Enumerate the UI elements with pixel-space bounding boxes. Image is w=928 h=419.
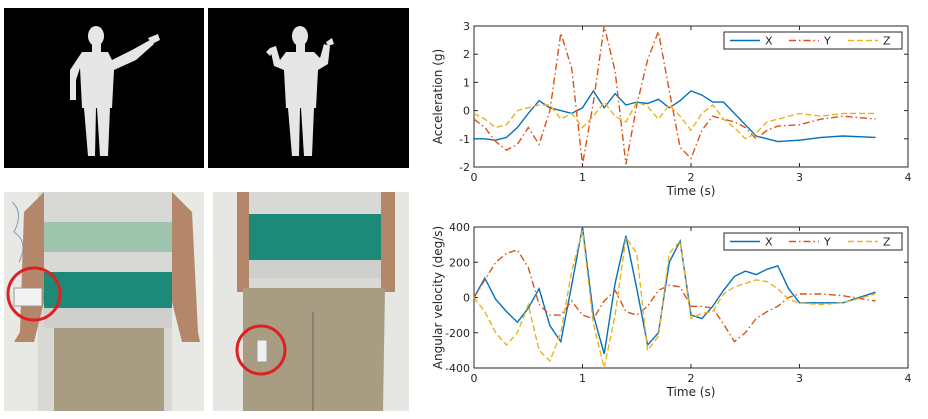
- plot-2-ytick-label: -200: [445, 327, 470, 340]
- plot-2-xtick-label: 1: [579, 372, 586, 385]
- depth-silhouette-both-hands-up: [208, 8, 409, 168]
- plot-1-series-y: [473, 25, 876, 165]
- thigh-photo-illustration: [213, 192, 409, 411]
- plot-2-xlabel: Time (s): [666, 385, 716, 399]
- photo-thigh-sensor: [213, 192, 409, 411]
- imu-plots: 0 1 2 3 4 -2 -1 0 1 2 3 Time (s) Acceleration (g) X Y Z…: [414, 0, 928, 419]
- wrist-sensor-highlight-circle: [6, 266, 62, 322]
- plot-2-xtick-label: 0: [471, 372, 478, 385]
- plot-1-series-x: [474, 89, 876, 143]
- plot-2-legend-label-x: X: [765, 236, 773, 249]
- plot-2-ytick-label: 200: [449, 256, 470, 269]
- plot-2-legend: [723, 232, 903, 251]
- plot-1-ytick-label: -2: [459, 161, 470, 174]
- wrist-photo-illustration: [4, 192, 204, 411]
- plot-2-series-x: [473, 226, 876, 355]
- plot-2-ytick-label: -400: [445, 362, 470, 375]
- plot-1-ytick-label: 0: [463, 105, 470, 118]
- plot-2-xtick-label: 2: [688, 372, 695, 385]
- photo-wrist-sensor: [4, 192, 204, 411]
- plot-2-ylabel: Angular velocity (deg/s): [431, 226, 445, 369]
- plot-1-ytick-label: 3: [463, 20, 470, 33]
- plot-1-legend: [723, 31, 903, 50]
- plot-1-xtick-label: 0: [471, 171, 478, 184]
- plot-1-legend-label-y: Y: [823, 35, 831, 48]
- plot-2-xtick-label: 4: [905, 372, 912, 385]
- plot-1-xtick-label: 4: [905, 171, 912, 184]
- plot-2-series-z: [473, 230, 876, 369]
- plot-2-ytick-label: 0: [463, 292, 470, 305]
- plot-1-xlabel: Time (s): [666, 184, 716, 198]
- silhouette-figure-2: [266, 26, 334, 156]
- plot-1-ylabel: Acceleration (g): [431, 49, 445, 144]
- thigh-sensor-highlight-circle: [235, 324, 287, 376]
- plot-2-legend-label-y: Y: [823, 236, 831, 249]
- plot-1-xtick-label: 1: [579, 171, 586, 184]
- plot-1-ytick-label: -1: [459, 133, 470, 146]
- plot-1-xtick-label: 2: [688, 171, 695, 184]
- plot-1-legend-label-z: Z: [883, 35, 891, 48]
- imu-plots-svg: 0 1 2 3 4 -2 -1 0 1 2 3 Time (s) Acceleration (g) X Y Z…: [431, 20, 912, 399]
- plot-1-ytick-label: 1: [463, 76, 470, 89]
- plot-1-ytick-label: 2: [463, 48, 470, 61]
- plot-1-xtick-label: 3: [796, 171, 803, 184]
- plot-2-xtick-label: 3: [796, 372, 803, 385]
- plot-2-legend-label-z: Z: [883, 236, 891, 249]
- depth-silhouette-arm-raised: [4, 8, 204, 168]
- plot-2-ytick-label: 400: [449, 221, 470, 234]
- plot-1-series-z: [473, 100, 876, 140]
- plot-1-legend-label-x: X: [765, 35, 773, 48]
- silhouette-figure-1: [70, 26, 160, 156]
- plot-2-series-y: [473, 249, 876, 343]
